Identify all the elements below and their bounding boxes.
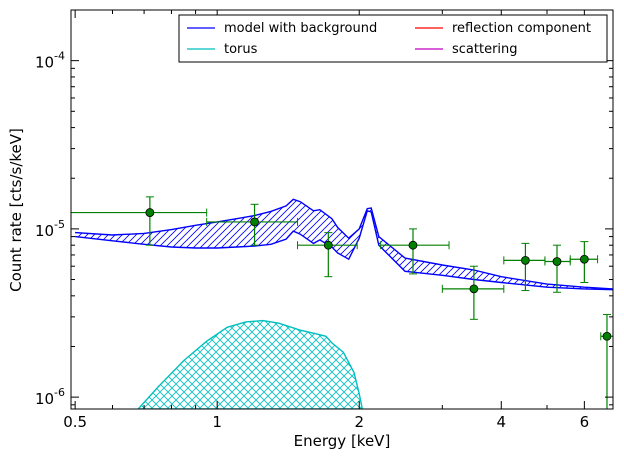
model-band-fill	[75, 199, 613, 290]
plot-area	[75, 198, 613, 409]
x-tick-label: 2	[354, 413, 364, 431]
data-marker	[579, 254, 589, 264]
torus-band-fill	[138, 320, 363, 409]
data-marker	[469, 284, 479, 294]
data-marker	[521, 255, 530, 265]
data-point	[297, 232, 358, 278]
y-tick-label: 10-5	[35, 218, 65, 240]
data-marker	[552, 257, 562, 266]
legend: model with background reflection compone…	[178, 14, 608, 63]
axis-ticks: 0.5 1 2 4 6 10-6 10-5 10-4	[35, 10, 613, 431]
data-marker	[145, 208, 155, 217]
x-tick-label: 1	[212, 413, 222, 431]
data-point	[503, 242, 546, 292]
legend-label-torus: torus	[224, 42, 258, 57]
y-tick-label: 10-6	[35, 386, 65, 408]
y-axis-label: Count rate [cts/s/keV]	[7, 128, 25, 292]
legend-label-model: model with background	[224, 21, 377, 36]
x-tick-label: 4	[496, 413, 506, 431]
legend-entry-scattering: scattering	[415, 42, 518, 57]
data-point	[569, 241, 599, 284]
data-point	[600, 313, 613, 409]
y-tick-label: 10-4	[35, 50, 65, 72]
data-marker	[323, 240, 333, 250]
legend-label-scattering: scattering	[452, 42, 518, 57]
x-tick-label: 6	[580, 413, 590, 431]
legend-entry-model: model with background	[187, 21, 377, 36]
legend-box	[178, 14, 608, 63]
plot-frame	[70, 9, 614, 410]
data-point	[380, 228, 450, 275]
data-marker	[602, 331, 612, 341]
data-marker	[250, 217, 259, 227]
data-point	[441, 265, 505, 320]
x-axis-label: Energy [keV]	[294, 432, 391, 450]
x-tick-label: 0.5	[63, 413, 87, 431]
legend-entry-torus: torus	[187, 42, 258, 57]
data-point	[206, 203, 299, 246]
data-point	[544, 244, 571, 293]
data-marker	[408, 240, 418, 250]
torus-band-upper	[137, 319, 363, 409]
legend-label-reflection: reflection component	[452, 21, 591, 36]
data-points	[71, 196, 613, 409]
data-point	[71, 196, 208, 246]
legend-entry-reflection: reflection component	[415, 21, 591, 36]
